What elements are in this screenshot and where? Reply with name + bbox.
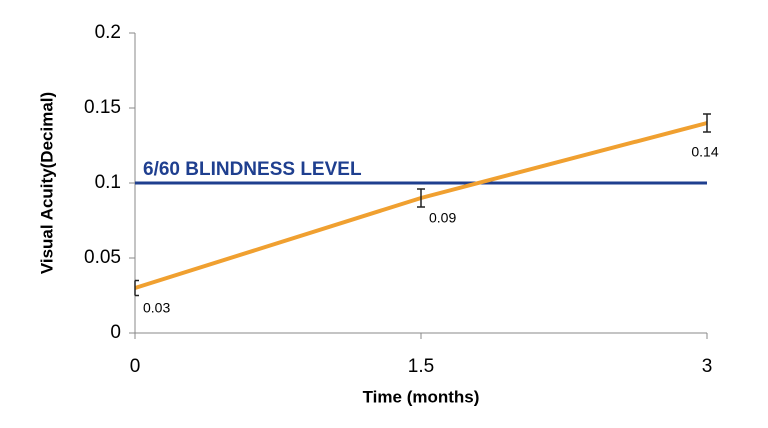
y-tick-label: 0.1: [95, 172, 121, 193]
y-tick-label: 0.2: [95, 22, 121, 43]
x-tick-label: 1.5: [408, 356, 434, 377]
value-label: 0.03: [143, 300, 170, 316]
y-axis-title: Visual Acuity(Decimal): [37, 92, 56, 274]
error-bar: [703, 113, 711, 133]
reference-label: 6/60 BLINDNESS LEVEL: [143, 159, 362, 180]
error-bar: [417, 188, 425, 208]
y-tick-label: 0: [110, 322, 121, 343]
x-tick-label: 3: [702, 356, 713, 377]
value-label: 0.14: [691, 144, 718, 160]
value-label: 0.09: [429, 210, 456, 226]
error-bar: [134, 279, 139, 297]
x-tick-label: 0: [130, 356, 141, 377]
y-tick-label: 0.05: [84, 247, 121, 268]
x-axis-title: Time (months): [363, 387, 480, 406]
y-tick-label: 0.15: [84, 97, 121, 118]
